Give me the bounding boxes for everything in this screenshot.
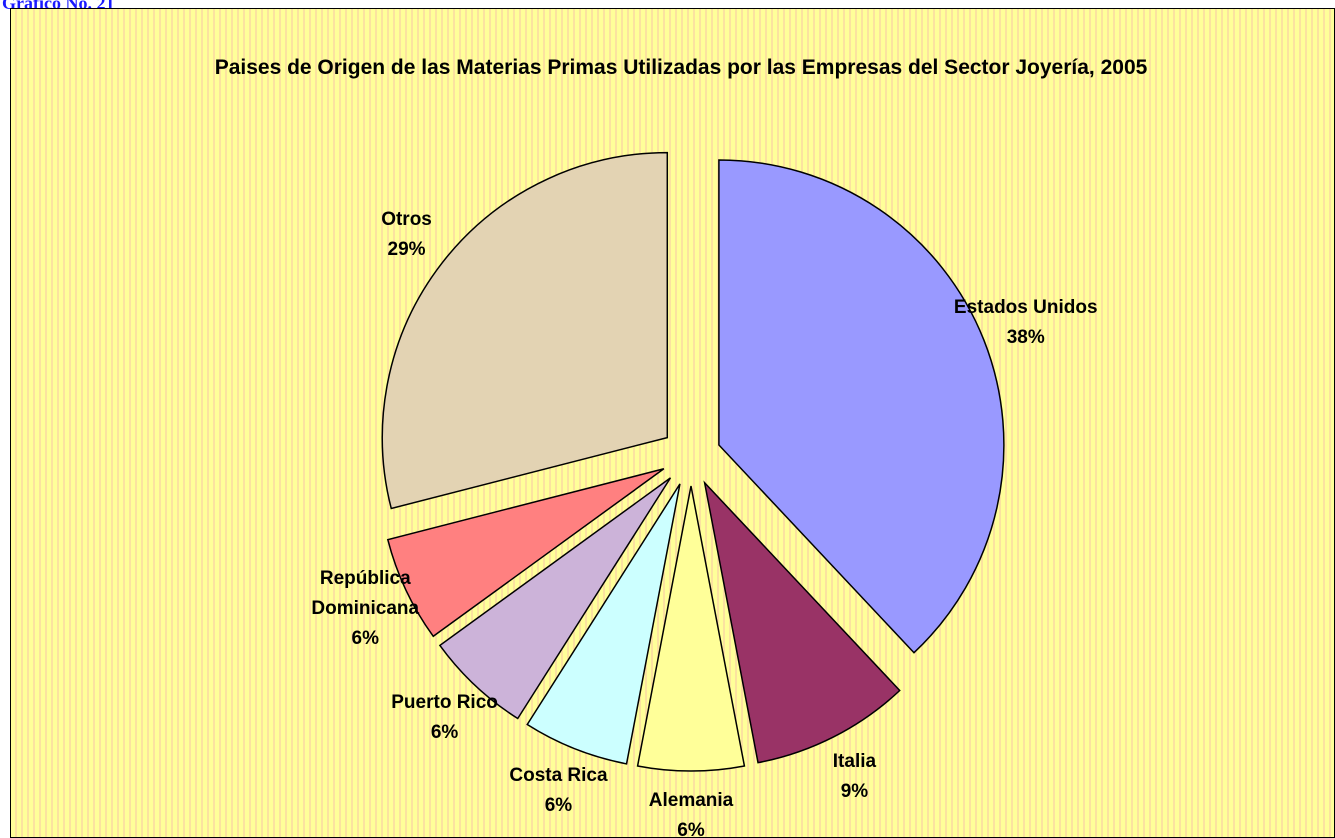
pie-slice	[381, 151, 669, 510]
pie	[381, 151, 1005, 772]
chart: Paises de Origen de las Materias Primas …	[10, 8, 1335, 838]
data-label: Otros 29%	[381, 205, 432, 265]
label-name: Italia	[832, 750, 877, 772]
pie-slice	[386, 468, 665, 638]
pie-slice	[718, 159, 1005, 654]
label-value: 6%	[430, 722, 459, 744]
pie-slice	[526, 483, 681, 765]
label-name: Costa Rica	[509, 764, 608, 786]
data-label: Estados Unidos 38%	[954, 293, 1098, 353]
data-label: Costa Rica 6%	[509, 761, 607, 821]
label-name: Otros	[381, 209, 432, 231]
label-name: Alemania	[648, 790, 734, 811]
label-value: 6%	[677, 820, 705, 838]
label-name: Estados Unidos	[953, 297, 1098, 319]
label-name: República Dominicana	[311, 568, 420, 620]
data-label: Puerto Rico 6%	[391, 688, 498, 748]
label-value: 6%	[351, 628, 379, 650]
chart-title: Paises de Origen de las Materias Primas …	[214, 56, 1148, 79]
data-label: Alemania 6%	[648, 786, 734, 838]
pie-slice	[438, 477, 672, 720]
label-value: 6%	[544, 794, 573, 816]
pie-slice	[703, 480, 901, 764]
label-value: 38%	[1006, 327, 1045, 349]
data-label: Italia 9%	[833, 747, 876, 807]
data-label: República Dominicana 6%	[290, 564, 440, 654]
pie-slice	[636, 485, 746, 772]
label-name: Puerto Rico	[391, 692, 498, 714]
label-value: 9%	[840, 780, 869, 802]
label-value: 29%	[387, 239, 426, 261]
